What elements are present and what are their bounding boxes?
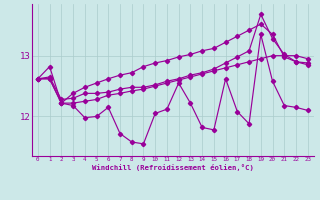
X-axis label: Windchill (Refroidissement éolien,°C): Windchill (Refroidissement éolien,°C) [92,164,254,171]
